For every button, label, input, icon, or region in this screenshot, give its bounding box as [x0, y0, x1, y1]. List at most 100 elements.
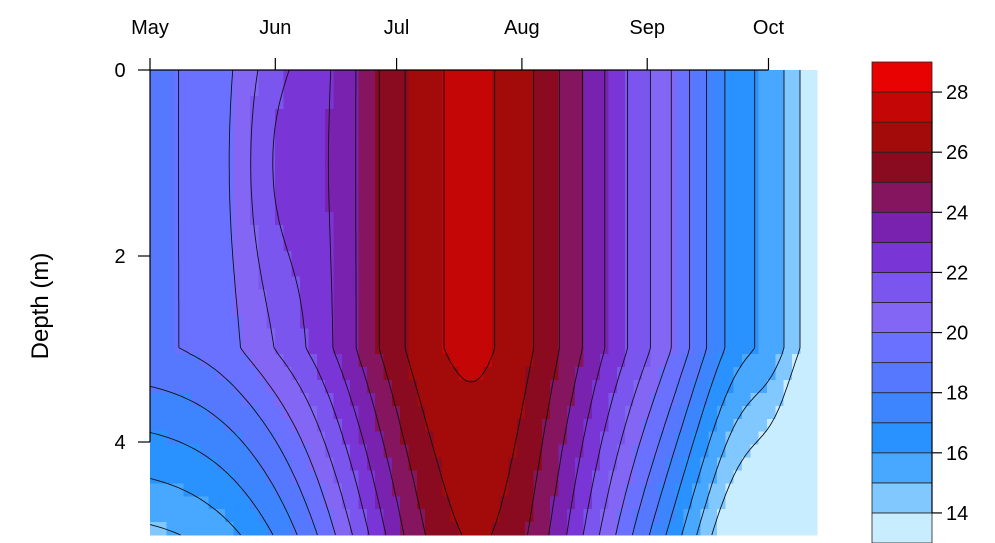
contour-cell [183, 328, 193, 342]
contour-cell [700, 341, 710, 355]
contour-cell [400, 444, 410, 459]
contour-cell [800, 302, 810, 317]
contour-cell [483, 108, 493, 123]
contour-cell [225, 95, 234, 110]
contour-cell [441, 121, 451, 136]
contour-cell [241, 341, 251, 355]
contour-cell [416, 82, 426, 97]
contour-cell [316, 186, 326, 200]
contour-cell [575, 250, 585, 265]
contour-cell [166, 186, 176, 200]
contour-cell [441, 147, 451, 162]
contour-cell [333, 263, 343, 278]
contour-cell [533, 147, 543, 162]
contour-cell [391, 302, 401, 317]
contour-cell [275, 186, 284, 200]
contour-cell [150, 302, 159, 317]
contour-cell [425, 354, 435, 368]
contour-cell [625, 212, 635, 226]
contour-cell [525, 444, 535, 459]
contour-cell [800, 108, 810, 123]
contour-cell [616, 173, 626, 187]
contour-cell [675, 237, 685, 252]
contour-line-25 [378, 70, 560, 536]
contour-cell [283, 328, 293, 342]
contour-cell [583, 302, 593, 317]
contour-cell [783, 431, 793, 446]
contour-cell [616, 315, 626, 329]
contour-cell [383, 457, 393, 472]
contour-cell [700, 82, 710, 97]
contour-cell [333, 496, 343, 510]
contour-cell [316, 121, 326, 136]
contour-cell [791, 392, 801, 407]
contour-cell [708, 263, 718, 278]
contour-cell [691, 354, 701, 368]
contour-cell [783, 470, 793, 484]
contour-cell [808, 392, 818, 407]
contour-cell [558, 431, 568, 446]
contour-cell [275, 418, 284, 433]
contour-cell [625, 237, 635, 252]
contour-cell [366, 199, 376, 213]
contour-cell [183, 289, 193, 304]
contour-cell [200, 444, 209, 459]
contour-cell [625, 108, 635, 123]
contour-cell [283, 237, 293, 252]
contour-cell [483, 509, 493, 523]
contour-cell [208, 199, 218, 213]
contour-cell [783, 509, 793, 523]
contour-cell [583, 173, 593, 187]
contour-cell [300, 470, 310, 484]
contour-cell [533, 160, 543, 174]
contour-cell [741, 289, 751, 304]
contour-cell [375, 444, 385, 459]
contour-cell [516, 173, 526, 187]
contour-cell [741, 212, 751, 226]
contour-cell [400, 380, 410, 394]
contour-cell [441, 70, 451, 84]
contour-cell [175, 302, 184, 317]
contour-cell [500, 431, 510, 446]
contour-cell [433, 470, 443, 484]
contour-cell [575, 367, 585, 381]
contour-cell [775, 315, 785, 329]
contour-cell [341, 392, 351, 407]
contour-cell [200, 250, 209, 265]
contour-cell [450, 380, 460, 394]
contour-cell [591, 250, 601, 265]
contour-cell [741, 418, 751, 433]
contour-cell [575, 431, 585, 446]
contour-cell [733, 315, 743, 329]
color-key-swatch [871, 452, 933, 484]
contour-cell [716, 147, 726, 162]
contour-cell [658, 380, 668, 394]
contour-cell [266, 212, 276, 226]
contour-cell [291, 160, 301, 174]
contour-line-26 [404, 70, 535, 536]
contour-cell [341, 457, 351, 472]
contour-cell [358, 328, 368, 342]
contour-cell [716, 173, 726, 187]
contour-cell [791, 341, 801, 355]
contour-cell [575, 457, 585, 472]
contour-cell [416, 522, 426, 536]
y-tick-label: 2 [114, 246, 125, 268]
contour-cell [725, 276, 735, 291]
contour-cell [241, 315, 251, 329]
contour-cell [300, 354, 310, 368]
contour-cell [658, 263, 668, 278]
contour-cell [558, 276, 568, 291]
contour-cell [325, 354, 335, 368]
contour-cell [325, 392, 335, 407]
contour-cell [808, 263, 818, 278]
contour-cell [316, 380, 326, 394]
contour-cell [266, 392, 276, 407]
contour-cell [400, 82, 410, 97]
contour-cell [725, 328, 735, 342]
contour-cell [641, 328, 651, 342]
contour-cell [808, 302, 818, 317]
contour-cell [300, 263, 310, 278]
contour-cell [500, 315, 510, 329]
contour-cell [275, 237, 284, 252]
